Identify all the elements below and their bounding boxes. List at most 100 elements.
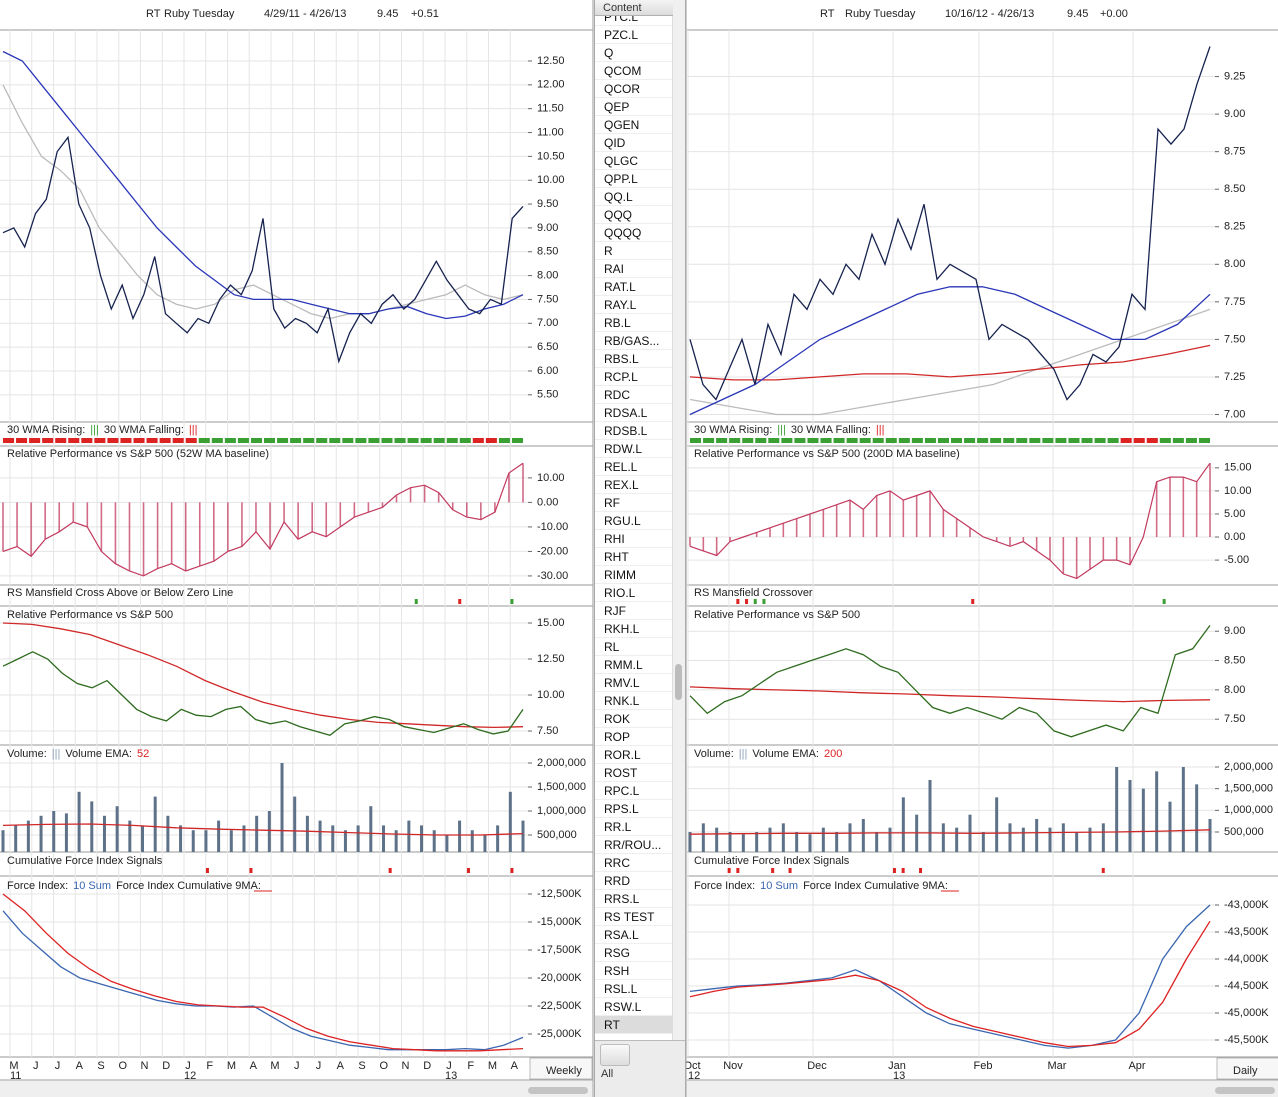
symbol-item[interactable]: RKH.L	[595, 620, 672, 638]
list-header[interactable]: Content	[595, 0, 673, 16]
symbol-item[interactable]: RSL.L	[595, 980, 672, 998]
symbol-item[interactable]: ROK	[595, 710, 672, 728]
force-line	[689, 920, 1211, 1048]
symbol-item[interactable]: RDW.L	[595, 440, 672, 458]
volume-bar	[229, 830, 233, 852]
y-tick-label: 10.50	[537, 150, 565, 162]
symbol-item[interactable]: RT	[595, 1016, 672, 1034]
symbol-item[interactable]: RB/GAS...	[595, 332, 672, 350]
y-tick-label: 8.75	[1224, 146, 1245, 158]
symbol-item[interactable]: RL	[595, 638, 672, 656]
x-tick-label: Nov	[723, 1060, 743, 1072]
volume-bar	[808, 834, 812, 852]
panel-label-part: |||	[777, 424, 786, 436]
volume-bar	[217, 820, 221, 852]
wma-state	[342, 438, 354, 443]
symbol-item[interactable]: Q	[595, 44, 672, 62]
symbol-item[interactable]: R	[595, 242, 672, 260]
wma-state	[316, 438, 328, 443]
symbol-item[interactable]: RNK.L	[595, 692, 672, 710]
symbol-item[interactable]: RIO.L	[595, 584, 672, 602]
symbol-item[interactable]: RS TEST	[595, 908, 672, 926]
symbol-item[interactable]: RB.L	[595, 314, 672, 332]
symbol-item[interactable]: RMM.L	[595, 656, 672, 674]
symbol-item[interactable]: RHI	[595, 530, 672, 548]
symbol-item[interactable]: RSA.L	[595, 926, 672, 944]
header-price: 9.45	[1067, 8, 1088, 20]
symbol-item[interactable]: RF	[595, 494, 672, 512]
symbol-item[interactable]: RJF	[595, 602, 672, 620]
x-year-label: 11	[10, 1070, 21, 1082]
header-bar	[687, 0, 1278, 30]
symbol-item[interactable]: QPP.L	[595, 170, 672, 188]
symbol-item[interactable]: RRD	[595, 872, 672, 890]
symbol-item[interactable]: RDSB.L	[595, 422, 672, 440]
wma-state	[898, 438, 910, 443]
symbol-item[interactable]: RDC	[595, 386, 672, 404]
panel-label-part: Relative Performance vs S&P 500	[7, 609, 173, 621]
volume-bar	[1088, 827, 1092, 852]
symbol-item[interactable]: RRS.L	[595, 890, 672, 908]
signal-mark	[727, 868, 731, 873]
symbol-item[interactable]: RBS.L	[595, 350, 672, 368]
scroll-thumb[interactable]	[675, 664, 682, 700]
symbol-item[interactable]: RAT.L	[595, 278, 672, 296]
symbol-item[interactable]: RR.L	[595, 818, 672, 836]
symbol-item[interactable]: RCP.L	[595, 368, 672, 386]
wma-state	[264, 438, 276, 443]
symbol-item[interactable]: QGEN	[595, 116, 672, 134]
symbol-item[interactable]: REX.L	[595, 476, 672, 494]
symbol-item[interactable]: QQQ	[595, 206, 672, 224]
wma-state	[68, 438, 80, 443]
symbol-item[interactable]: RSH	[595, 962, 672, 980]
volume-bar	[52, 811, 56, 852]
symbol-item[interactable]: QID	[595, 134, 672, 152]
y-tick-label: 7.50	[537, 293, 558, 305]
panel-label-part: 30 WMA Rising:	[694, 424, 772, 436]
symbol-item[interactable]: RAY.L	[595, 296, 672, 314]
symbol-item[interactable]: RSG	[595, 944, 672, 962]
symbol-item[interactable]: ROP	[595, 728, 672, 746]
volume-ema-line	[689, 829, 1211, 835]
symbol-item[interactable]: RRC	[595, 854, 672, 872]
symbol-item[interactable]: ROST	[595, 764, 672, 782]
volume-bar	[861, 819, 865, 852]
wma-state	[459, 438, 471, 443]
rp-outline	[689, 462, 1211, 580]
symbol-item[interactable]: RGU.L	[595, 512, 672, 530]
symbol-item[interactable]: RDSA.L	[595, 404, 672, 422]
signal-mark	[762, 599, 766, 604]
volume-bar	[407, 820, 411, 852]
symbol-item[interactable]: RMV.L	[595, 674, 672, 692]
y-tick-label: 9.00	[1224, 108, 1245, 120]
y-tick-label: 10.00	[537, 174, 565, 186]
symbol-item[interactable]: RPC.L	[595, 782, 672, 800]
symbol-item[interactable]: PZC.L	[595, 26, 672, 44]
symbol-item[interactable]: REL.L	[595, 458, 672, 476]
symbol-item[interactable]: RHT	[595, 548, 672, 566]
symbol-item[interactable]: ROR.L	[595, 746, 672, 764]
settings-button[interactable]	[600, 1044, 630, 1066]
period-button	[529, 1057, 593, 1080]
volume-bar	[955, 827, 959, 852]
symbol-item[interactable]: RR/ROU...	[595, 836, 672, 854]
symbol-item[interactable]: RAI	[595, 260, 672, 278]
symbol-item[interactable]: RIMM	[595, 566, 672, 584]
symbol-item[interactable]: QCOR	[595, 80, 672, 98]
wma-state	[703, 438, 715, 443]
y-tick-label: 1,500,000	[1224, 783, 1273, 795]
symbol-item[interactable]: QQ.L	[595, 188, 672, 206]
list-footer[interactable]: All	[601, 1068, 614, 1080]
wma-state	[146, 438, 158, 443]
symbol-item[interactable]: RPS.L	[595, 800, 672, 818]
y-tick-label: -43,000K	[1224, 899, 1269, 911]
y-tick-label: 9.50	[537, 198, 558, 210]
y-tick-label: -20.00	[537, 545, 568, 557]
volume-bar	[701, 823, 705, 852]
symbol-item[interactable]: QCOM	[595, 62, 672, 80]
symbol-item[interactable]: QEP	[595, 98, 672, 116]
symbol-item[interactable]: QQQQ	[595, 224, 672, 242]
volume-bar	[755, 832, 759, 852]
symbol-item[interactable]: RSW.L	[595, 998, 672, 1016]
symbol-item[interactable]: QLGC	[595, 152, 672, 170]
